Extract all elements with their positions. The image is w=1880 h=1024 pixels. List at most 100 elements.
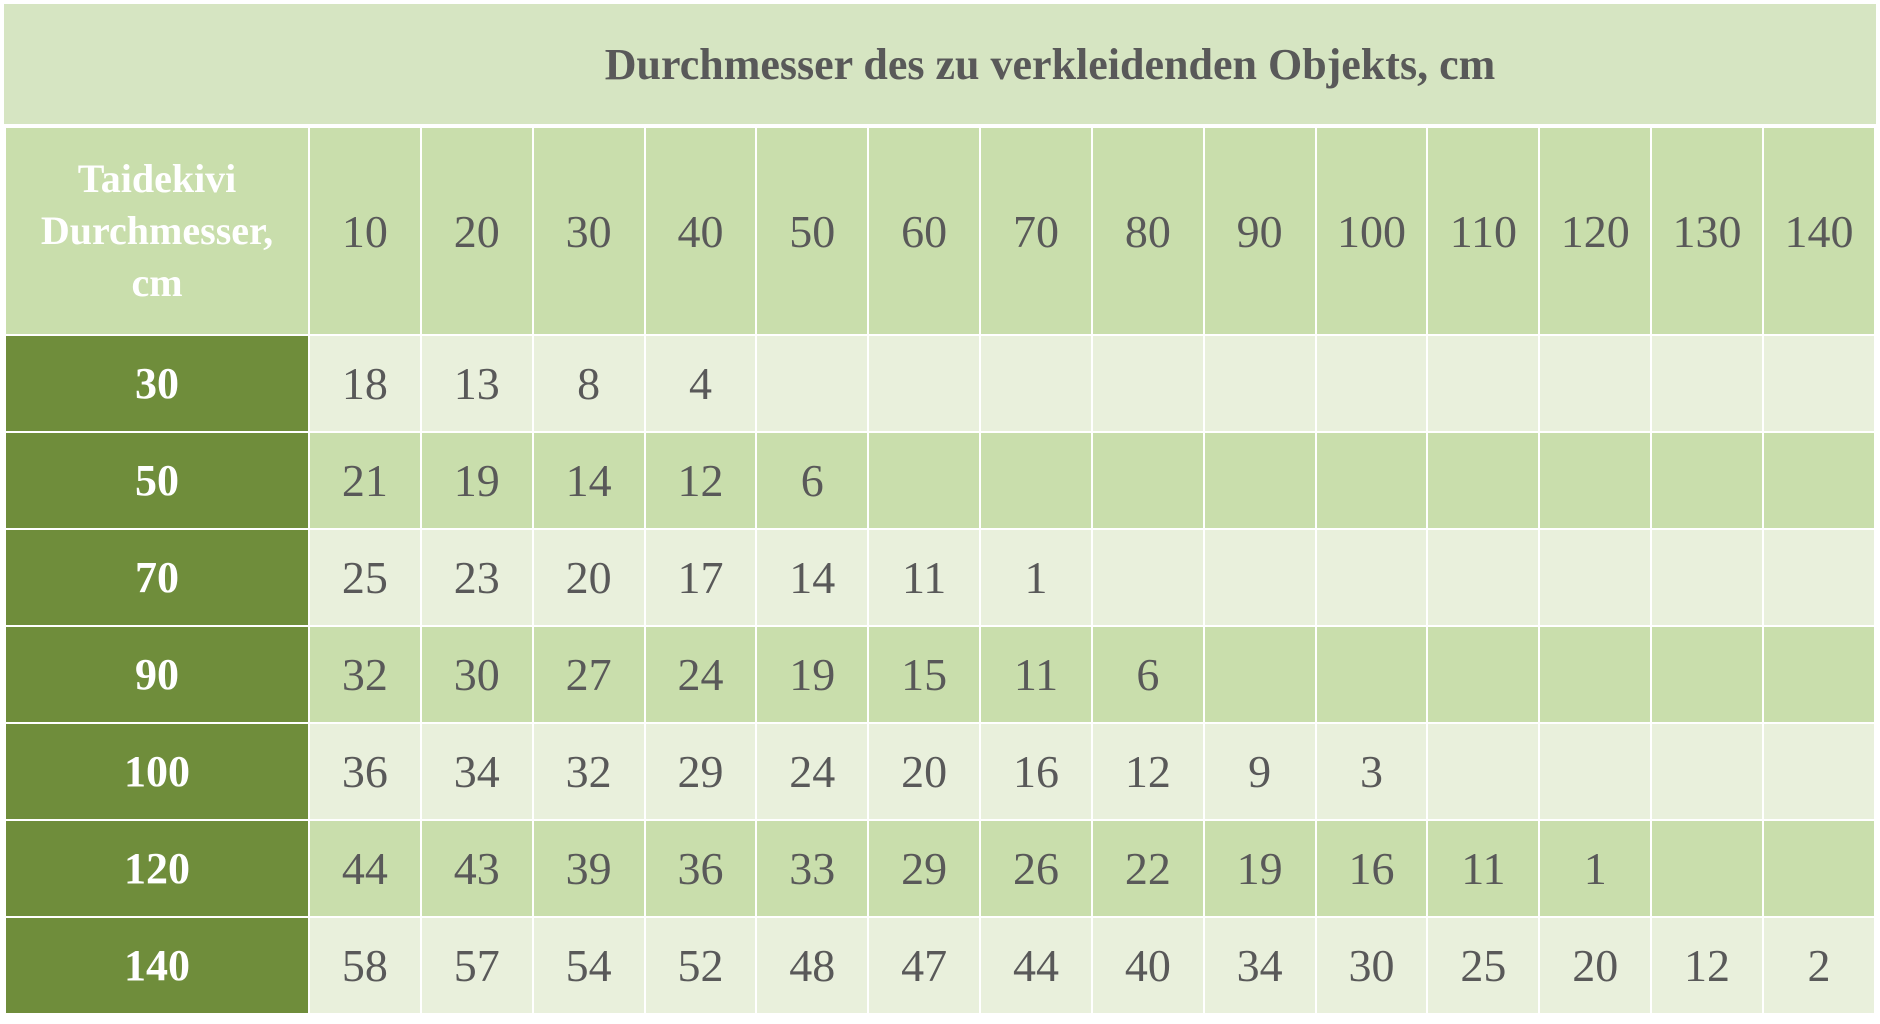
- table-cell: 57: [419, 916, 534, 1015]
- table-cell: [1314, 334, 1429, 433]
- row-header: 70: [4, 528, 310, 627]
- table-cell: [1761, 334, 1877, 433]
- table-row: 30 18 13 8 4: [4, 334, 1877, 433]
- column-header: 100: [1314, 126, 1429, 336]
- column-header: 120: [1538, 126, 1653, 336]
- table-cell: 30: [1314, 916, 1429, 1015]
- table-cell: [755, 334, 870, 433]
- corner-label-line: cm: [131, 260, 183, 305]
- column-header-row: Taidekivi Durchmesser, cm 10 20 30 40 50…: [4, 126, 1877, 336]
- table-cell: 30: [419, 625, 534, 724]
- table-cell: 29: [643, 722, 758, 821]
- table-cell: 26: [979, 819, 1093, 918]
- table-cell: [1538, 625, 1653, 724]
- table-cell: 18: [308, 334, 422, 433]
- corner-label-line: Taidekivi: [77, 156, 237, 201]
- table-cell: [1650, 722, 1764, 821]
- table-cell: 48: [755, 916, 870, 1015]
- table-cell: 2: [1761, 916, 1877, 1015]
- table-row: 50 21 19 14 12 6: [4, 431, 1877, 530]
- corner-label-line: Durchmesser,: [40, 208, 274, 253]
- table-cell: [1538, 722, 1653, 821]
- table-cell: [1314, 431, 1429, 530]
- table-cell: 6: [1090, 625, 1205, 724]
- table-cell: 25: [1426, 916, 1541, 1015]
- table-cell: [1761, 819, 1877, 918]
- table-cell: [1650, 819, 1764, 918]
- table-cell: 17: [643, 528, 758, 627]
- table-cell: 1: [979, 528, 1093, 627]
- table-cell: 39: [531, 819, 646, 918]
- column-header: 50: [755, 126, 870, 336]
- table-cell: 40: [1090, 916, 1205, 1015]
- table-body: 30 18 13 8 4 50 21 19 14 12 6 70 25 23 20 17 14 11 1 90 32 30…: [4, 334, 1877, 1015]
- column-header: 30: [531, 126, 646, 336]
- table-cell: [1202, 334, 1317, 433]
- row-header: 120: [4, 819, 310, 918]
- table-cell: 23: [419, 528, 534, 627]
- table-cell: 11: [867, 528, 982, 627]
- table-cell: 19: [755, 625, 870, 724]
- table-cell: 3: [1314, 722, 1429, 821]
- table-cell: [1426, 431, 1541, 530]
- table-cell: 22: [1090, 819, 1205, 918]
- table-title: Durchmesser des zu verkleidenden Objekts…: [4, 4, 1876, 124]
- table-cell: 34: [419, 722, 534, 821]
- table-cell: 29: [867, 819, 982, 918]
- column-header: 140: [1761, 126, 1877, 336]
- table-cell: 44: [979, 916, 1093, 1015]
- table-cell: [1650, 528, 1764, 627]
- table-cell: 12: [1650, 916, 1764, 1015]
- table-cell: 12: [643, 431, 758, 530]
- row-header: 140: [4, 916, 310, 1015]
- table-cell: [1426, 625, 1541, 724]
- row-header: 50: [4, 431, 310, 530]
- table-row: 100 36 34 32 29 24 20 16 12 9 3: [4, 722, 1877, 821]
- table-cell: 9: [1202, 722, 1317, 821]
- table-cell: 24: [643, 625, 758, 724]
- table-cell: [867, 334, 982, 433]
- table-cell: [979, 334, 1093, 433]
- table-cell: 52: [643, 916, 758, 1015]
- column-header: 80: [1090, 126, 1205, 336]
- table-cell: 20: [867, 722, 982, 821]
- table-cell: 1: [1538, 819, 1653, 918]
- table-cell: [1650, 431, 1764, 530]
- table-cell: [979, 431, 1093, 530]
- table-cell: 12: [1090, 722, 1205, 821]
- table-cell: 44: [308, 819, 422, 918]
- column-header: 20: [419, 126, 534, 336]
- table-cell: [1090, 528, 1205, 627]
- column-header: 40: [643, 126, 758, 336]
- data-table: Taidekivi Durchmesser, cm 10 20 30 40 50…: [4, 126, 1877, 1015]
- table-row: 90 32 30 27 24 19 15 11 6: [4, 625, 1877, 724]
- table-cell: 36: [643, 819, 758, 918]
- table-cell: [1426, 528, 1541, 627]
- table-cell: [1538, 334, 1653, 433]
- table-cell: 20: [531, 528, 646, 627]
- column-header: 130: [1650, 126, 1764, 336]
- table-cell: [1538, 431, 1653, 530]
- column-header: 110: [1426, 126, 1541, 336]
- table-cell: [1314, 528, 1429, 627]
- row-header: 90: [4, 625, 310, 724]
- table-cell: 20: [1538, 916, 1653, 1015]
- table-row: 70 25 23 20 17 14 11 1: [4, 528, 1877, 627]
- row-header: 30: [4, 334, 310, 433]
- table-cell: 34: [1202, 916, 1317, 1015]
- table-cell: 47: [867, 916, 982, 1015]
- table-cell: [1426, 722, 1541, 821]
- table-cell: 58: [308, 916, 422, 1015]
- table-cell: [1090, 431, 1205, 530]
- table-cell: 4: [643, 334, 758, 433]
- table-cell: 15: [867, 625, 982, 724]
- table-cell: [1761, 722, 1877, 821]
- table-cell: 32: [308, 625, 422, 724]
- column-header: 90: [1202, 126, 1317, 336]
- table-cell: 14: [531, 431, 646, 530]
- table-row: 120 44 43 39 36 33 29 26 22 19 16 11 1: [4, 819, 1877, 918]
- table-cell: [1761, 625, 1877, 724]
- row-header: 100: [4, 722, 310, 821]
- column-header: 10: [308, 126, 422, 336]
